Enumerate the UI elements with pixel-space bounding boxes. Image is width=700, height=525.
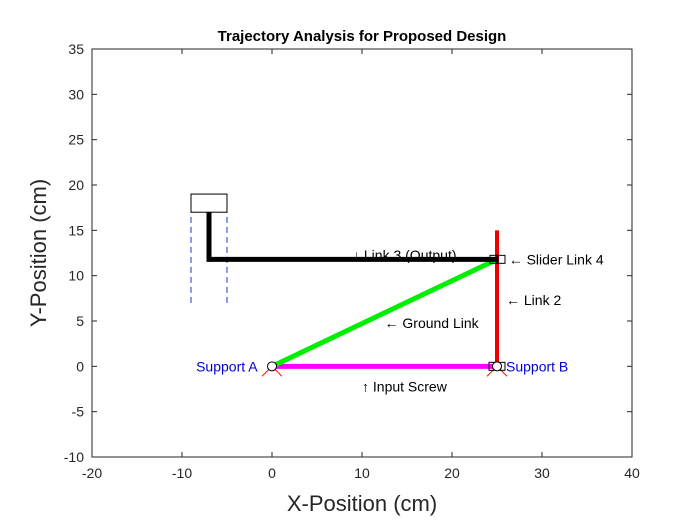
annotation-support-a: Support A	[196, 358, 258, 374]
y-tick-label: -10	[64, 449, 84, 465]
x-axis: -20 -10 0 10 20 30 40	[82, 49, 640, 481]
annotation-link-2: ← Link 2	[506, 292, 561, 308]
annotations: ↓ Link 3 (Output) ← Slider Link 4 ← Link 2…	[196, 247, 604, 394]
x-tick-label: -20	[82, 465, 102, 481]
annotation-slider-link-4: ← Slider Link 4	[509, 251, 604, 267]
y-tick-label: 15	[68, 222, 84, 238]
plot-area	[92, 49, 632, 457]
joint-markers	[261, 254, 508, 377]
support-pin-circle	[267, 361, 277, 372]
y-tick-label: 35	[68, 41, 84, 57]
y-axis-title: Y-Position (cm)	[26, 179, 51, 327]
joint-square	[489, 254, 499, 264]
x-tick-label: 10	[354, 465, 370, 481]
y-axis: -10 -5 0 5 10 15 20 25 30 35	[64, 41, 632, 465]
chart-title: Trajectory Analysis for Proposed Design	[218, 28, 507, 45]
x-tick-label: 40	[624, 465, 640, 481]
series-line-ground-link	[270, 257, 499, 369]
y-tick-label: 0	[76, 358, 84, 374]
slider-block	[190, 193, 228, 213]
y-tick-label: -5	[72, 404, 85, 420]
y-tick-label: 10	[68, 268, 84, 284]
y-tick-label: 25	[68, 132, 84, 148]
y-tick-label: 30	[68, 86, 84, 102]
x-tick-label: -10	[172, 465, 192, 481]
annotation-link-3-output: ↓ Link 3 (Output)	[353, 247, 457, 263]
series-layer	[206, 212, 499, 369]
annotation-ground-link: ← Ground Link	[385, 315, 480, 331]
series-line-link-3-output	[206, 212, 497, 262]
annotation-input-screw: ↑ Input Screw	[362, 378, 448, 394]
annotation-support-b: Support B	[506, 358, 568, 374]
x-tick-label: 0	[268, 465, 276, 481]
x-axis-title: X-Position (cm)	[287, 491, 437, 516]
y-tick-label: 5	[76, 313, 84, 329]
x-tick-label: 30	[534, 465, 550, 481]
support-pin-circle	[492, 361, 502, 372]
x-tick-label: 20	[444, 465, 460, 481]
joint-square	[496, 254, 506, 264]
y-tick-label: 20	[68, 177, 84, 193]
